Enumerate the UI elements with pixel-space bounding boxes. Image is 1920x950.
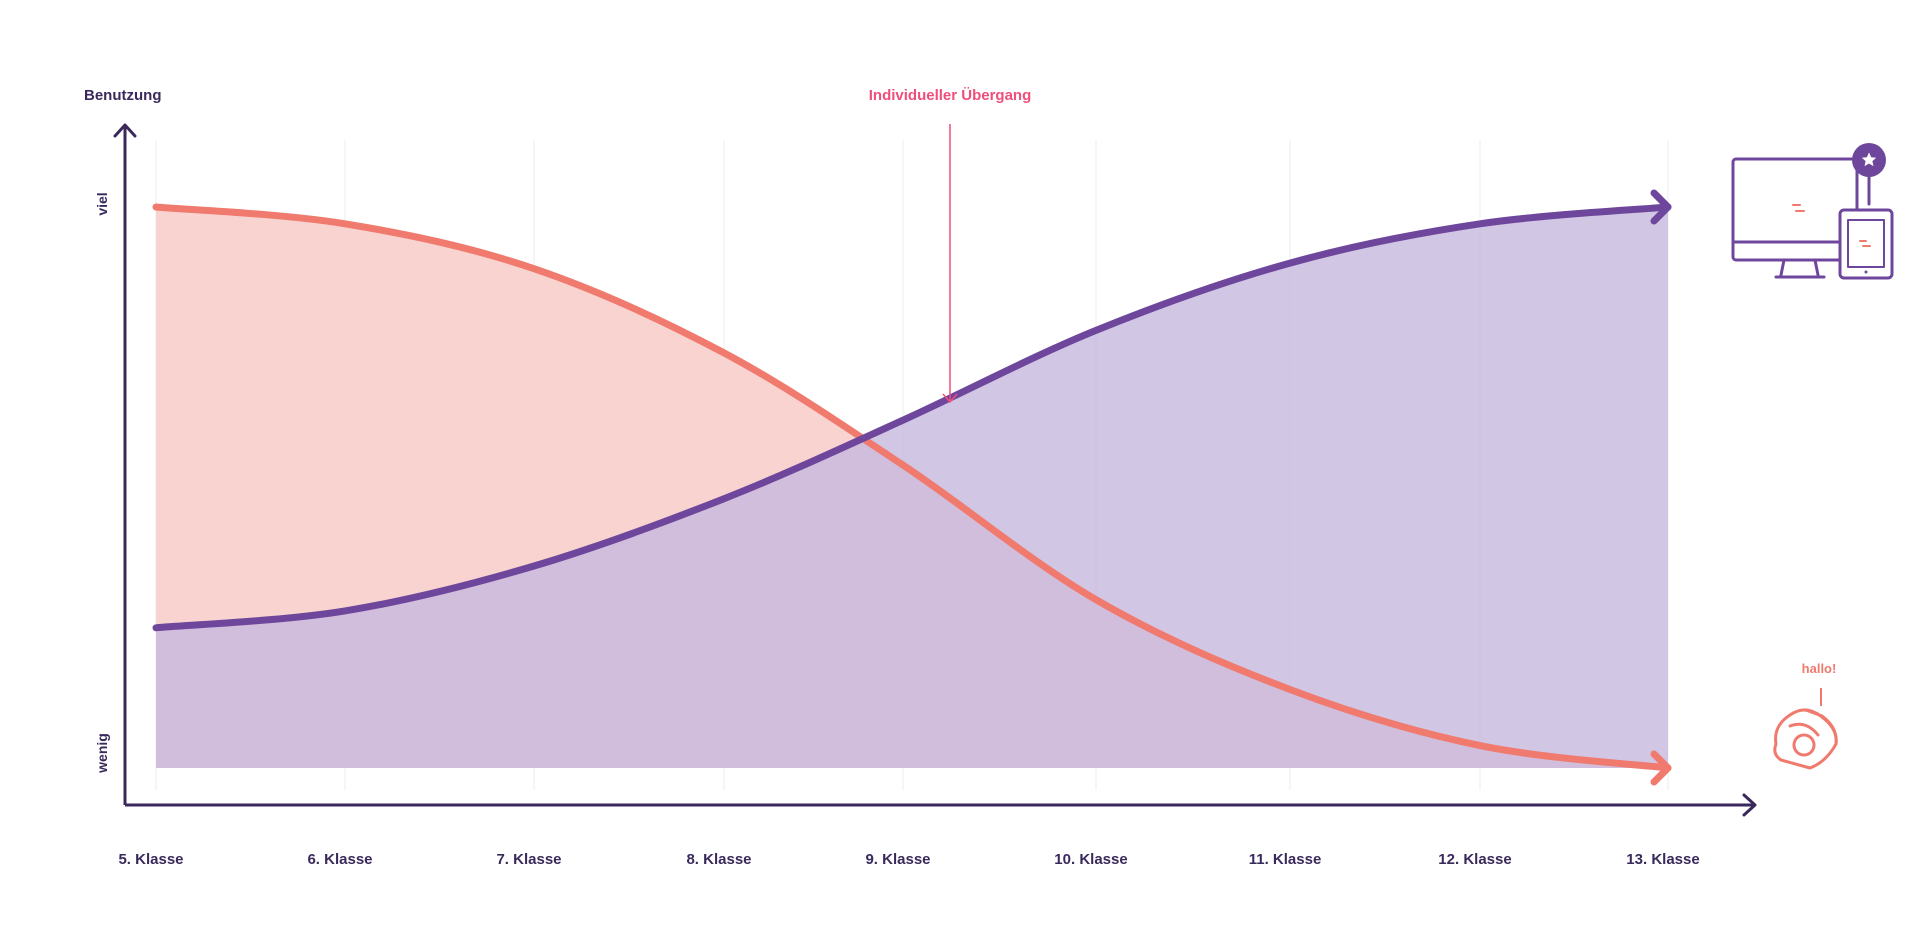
series-lines [152, 189, 1672, 786]
area-fills [156, 207, 1668, 768]
x-axis [125, 793, 1757, 817]
x-tick-label-7: 11. Klasse [1249, 851, 1322, 868]
x-tick-label-5: 9. Klasse [865, 851, 930, 868]
annotation-label: Individueller Übergang [869, 87, 1032, 104]
x-tick-label-3: 7. Klasse [496, 851, 561, 868]
x-tick-label-9: 13. Klasse [1626, 851, 1699, 868]
x-tick-label-4: 8. Klasse [686, 851, 751, 868]
y-tick-label-low: wenig [94, 733, 110, 774]
series-1-line [152, 203, 1672, 772]
annotation-arrowhead [942, 393, 958, 404]
monitor-tablet-icon [1731, 143, 1894, 280]
y-axis [113, 123, 137, 805]
x-tick-labels: 5. Klasse 6. Klasse 7. Klasse 8. Klasse 9. K… [118, 851, 1699, 868]
series-2-arrowhead [1650, 189, 1672, 225]
y-tick-label-high: viel [94, 192, 110, 215]
series-1-arrowhead [1650, 750, 1672, 786]
x-tick-label-1: 5. Klasse [118, 851, 183, 868]
annotation: Individueller Übergang [869, 87, 1032, 404]
series-2-area [156, 207, 1668, 768]
series-2-line [152, 203, 1672, 632]
x-tick-label-8: 12. Klasse [1438, 851, 1511, 868]
x-tick-label-6: 10. Klasse [1054, 851, 1127, 868]
eraser-speech-label: hallo! [1802, 661, 1837, 676]
x-tick-label-2: 6. Klasse [307, 851, 372, 868]
eraser-icon: hallo! [1773, 661, 1838, 770]
y-axis-label: Benutzung [84, 87, 161, 104]
